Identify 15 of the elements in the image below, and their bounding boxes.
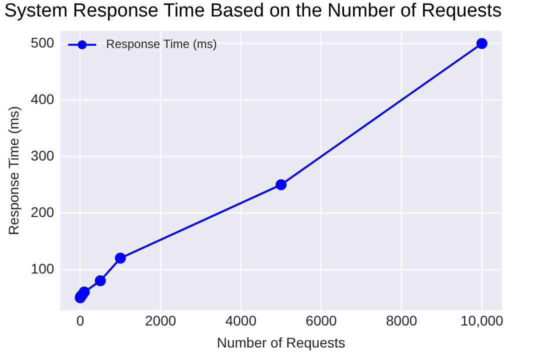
y-tick-label: 200 bbox=[30, 204, 54, 220]
x-tick-label: 0 bbox=[76, 312, 84, 329]
legend-label: Response Time (ms) bbox=[106, 37, 217, 52]
y-tick-label: 500 bbox=[30, 34, 54, 50]
x-tick-label: 2000 bbox=[145, 312, 176, 329]
x-tick-label: 4000 bbox=[225, 312, 257, 329]
x-tick-label: 6000 bbox=[306, 312, 338, 329]
y-tick-label: 100 bbox=[30, 260, 54, 276]
x-axis-title: Number of Requests bbox=[216, 334, 346, 350]
y-tick-label: 300 bbox=[30, 147, 54, 164]
y-tick-label: 400 bbox=[30, 90, 54, 107]
chart-title: System Response Time Based on the Number of Requests bbox=[4, 0, 502, 22]
x-tick-label: 10,000 bbox=[460, 312, 504, 329]
y-axis-title: Response Time (ms) bbox=[5, 106, 22, 236]
x-tick-label: 8000 bbox=[386, 312, 418, 329]
